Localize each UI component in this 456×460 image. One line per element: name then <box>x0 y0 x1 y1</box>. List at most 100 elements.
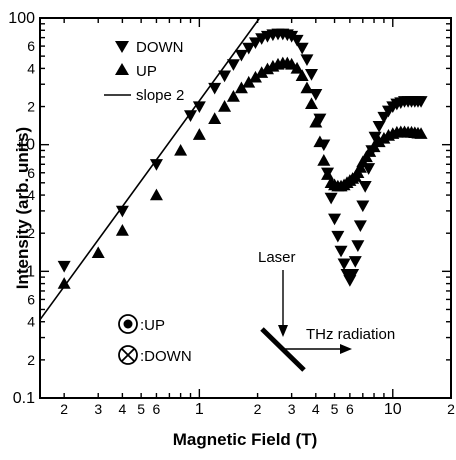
data-point-up <box>91 246 105 259</box>
x-tick-label: 2 <box>60 401 68 417</box>
data-point-down <box>372 120 386 133</box>
x-tick-label: 3 <box>288 401 296 417</box>
data-point-down <box>353 220 367 233</box>
circle-dot-icon-center <box>123 319 133 329</box>
data-point-down <box>351 240 365 252</box>
x-tick-label: 6 <box>346 401 354 417</box>
circle-dot-icon <box>118 314 138 334</box>
data-point-down <box>346 268 360 281</box>
data-point-up <box>290 61 304 74</box>
data-point-up <box>295 69 309 81</box>
experiment-inset: Laser THz radiation <box>258 249 395 372</box>
y-tick-label: 6 <box>27 38 35 54</box>
laser-label: Laser <box>258 249 296 266</box>
x-tick-label: 2 <box>254 401 262 417</box>
y-axis-title: Intensity (arb. units) <box>13 127 32 289</box>
series-down <box>57 28 428 287</box>
x-tick-label: 10 <box>384 401 402 418</box>
y-tick-label: 10 <box>17 137 35 154</box>
data-point-down <box>234 49 248 62</box>
y-tick-label: 2 <box>27 225 35 241</box>
data-point-down <box>208 82 222 95</box>
x-axis-title: Magnetic Field (T) <box>173 430 318 449</box>
data-point-down <box>184 110 198 122</box>
data-point-down <box>337 258 351 271</box>
x-tick-label: 1 <box>195 401 204 418</box>
circle-cross-icon <box>118 345 138 365</box>
data-point-down <box>300 54 314 67</box>
data-point-down <box>192 101 206 114</box>
data-point-up <box>226 90 240 102</box>
x-tick-label: 5 <box>137 401 145 417</box>
data-point-up <box>149 188 163 201</box>
y-tick-label: 1 <box>26 263 35 280</box>
y-tick-label: 2 <box>27 352 35 368</box>
x-tick-label: 5 <box>331 401 339 417</box>
data-point-down <box>348 256 362 268</box>
y-tick-label: 100 <box>8 10 35 27</box>
data-point-up <box>57 277 71 289</box>
data-point-down <box>368 131 382 144</box>
y-tick-label: 4 <box>27 187 35 203</box>
data-point-up <box>304 97 318 110</box>
data-point-up <box>218 100 232 112</box>
data-point-up <box>317 153 331 166</box>
series-up <box>57 56 428 289</box>
y-axis-ticks: 0.1 2 4 6 1 2 4 6 10 2 4 6 100 <box>8 10 451 407</box>
data-point-down <box>242 42 256 55</box>
data-point-up <box>174 143 188 156</box>
data-point-down <box>328 213 342 226</box>
sample-plate <box>260 327 306 372</box>
y-tick-label: 6 <box>27 291 35 307</box>
data-point-up <box>309 115 323 128</box>
up-symbol-annotation: :UP <box>118 314 165 334</box>
y-tick-label: 6 <box>27 165 35 181</box>
data-point-down <box>57 260 71 273</box>
data-point-up <box>234 81 248 94</box>
legend-up-label: UP <box>136 63 157 80</box>
data-point-up <box>242 75 256 88</box>
up-symbol-label: :UP <box>140 317 165 334</box>
data-point-up <box>192 128 206 140</box>
data-point-down <box>313 113 327 126</box>
data-point-down <box>414 96 428 108</box>
plot-frame <box>39 17 452 399</box>
thz-label: THz radiation <box>306 326 395 343</box>
data-point-down <box>304 69 318 81</box>
y-tick-label: 4 <box>27 314 35 330</box>
data-point-down <box>248 37 262 50</box>
x-tick-label: 4 <box>312 401 320 417</box>
x-tick-label: 6 <box>153 401 161 417</box>
down-symbol-label: :DOWN <box>140 348 192 365</box>
data-point-up <box>313 135 327 148</box>
data-point-down <box>356 200 370 213</box>
circle-cross-stroke-b <box>120 347 136 363</box>
data-point-down <box>290 34 304 47</box>
data-point-down <box>226 59 240 71</box>
x-tick-label: 4 <box>118 401 126 417</box>
data-point-up <box>115 224 129 236</box>
x-tick-label: 2 <box>447 401 455 417</box>
down-symbol-annotation: :DOWN <box>118 345 192 365</box>
data-point-up <box>248 70 262 83</box>
legend-up-marker <box>115 63 129 75</box>
x-tick-label: 3 <box>94 401 102 417</box>
data-point-down <box>331 230 345 243</box>
data-point-up <box>208 112 222 125</box>
data-point-down <box>334 245 348 258</box>
data-point-up <box>255 66 269 78</box>
data-point-up <box>414 127 428 139</box>
data-point-down <box>295 42 309 55</box>
data-point-down <box>149 159 163 171</box>
y-tick-label: 0.1 <box>13 390 35 407</box>
thz-arrowhead <box>340 344 352 354</box>
y-tick-label: 4 <box>27 60 35 76</box>
data-point-down <box>115 205 129 218</box>
data-point-up <box>300 81 314 94</box>
slope-2-line <box>39 17 261 321</box>
y-tick-label: 2 <box>27 99 35 115</box>
legend-slope-label: slope 2 <box>136 87 184 104</box>
laser-arrowhead <box>278 325 288 337</box>
data-point-down <box>218 70 232 83</box>
